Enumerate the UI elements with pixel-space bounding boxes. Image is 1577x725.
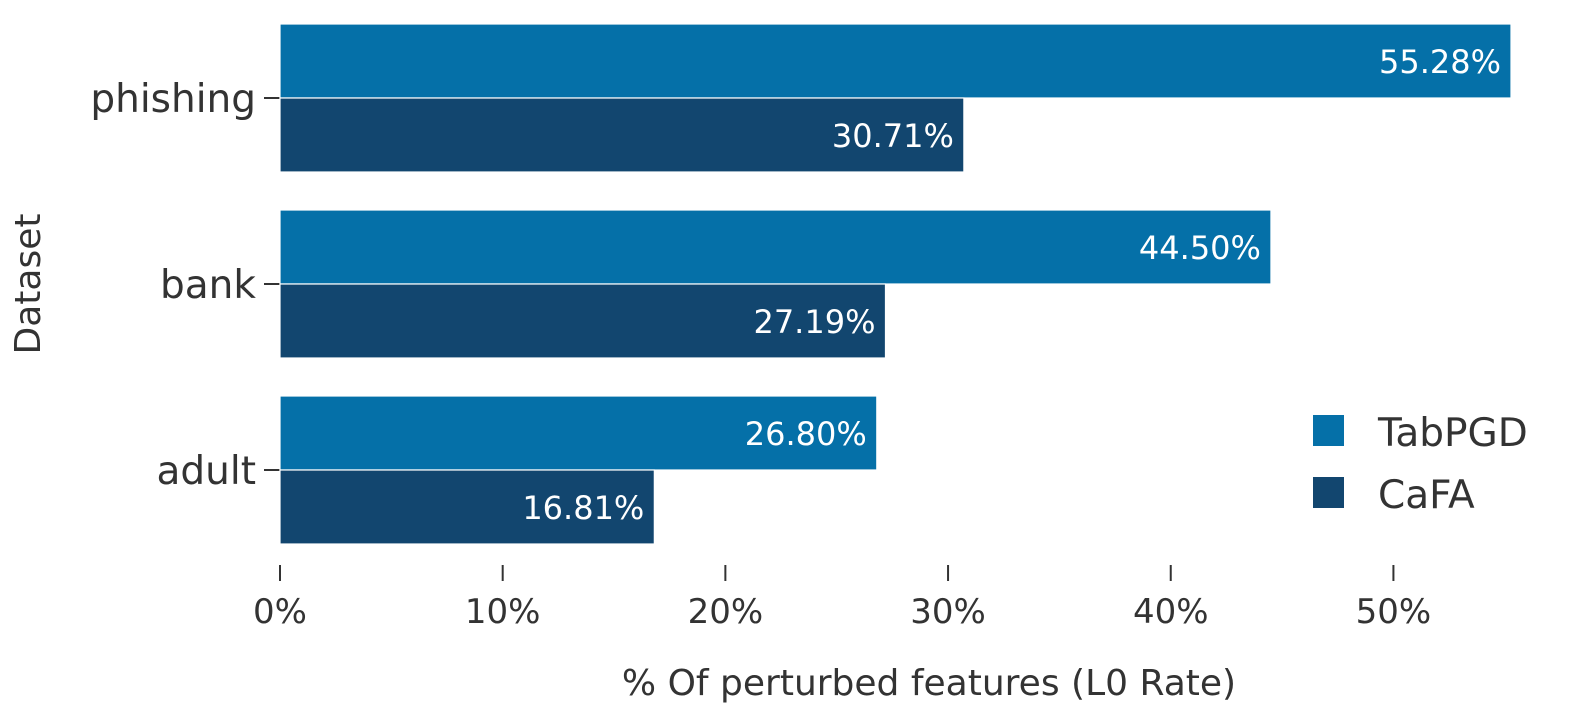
x-tick-label: 0% (253, 592, 307, 632)
x-tick-label: 20% (688, 592, 764, 632)
x-axis-label: % Of perturbed features (L0 Rate) (622, 663, 1236, 704)
legend: TabPGD CaFA (1313, 411, 1528, 518)
bar-bank-tabpgd (279, 209, 1272, 285)
x-tick-label: 50% (1356, 592, 1432, 632)
legend-swatch-cafa (1313, 477, 1344, 508)
bar-labels: 55.28% 30.71% 44.50% 27.19% 26.80% 16.81% (522, 43, 1501, 527)
legend-label-cafa: CaFA (1378, 473, 1475, 518)
bar-label-bank-cafa: 27.19% (753, 303, 875, 341)
y-axis: phishing bank adult (90, 77, 280, 494)
bar-label-phishing-tabpgd: 55.28% (1379, 43, 1501, 81)
bar-bank-cafa (279, 283, 887, 359)
y-tick-label-phishing: phishing (90, 77, 256, 122)
bar-label-adult-cafa: 16.81% (522, 489, 644, 527)
bar-label-phishing-cafa: 30.71% (832, 117, 954, 155)
legend-swatch-tabpgd (1313, 415, 1344, 446)
bar-phishing-tabpgd (279, 23, 1512, 99)
legend-label-tabpgd: TabPGD (1377, 411, 1528, 456)
x-tick-label: 30% (910, 592, 986, 632)
bar-label-bank-tabpgd: 44.50% (1139, 229, 1261, 267)
x-tick-label: 40% (1133, 592, 1209, 632)
bars (279, 23, 1512, 545)
y-axis-label: Dataset (8, 214, 49, 355)
y-tick-label-adult: adult (157, 449, 257, 494)
x-axis: 0% 10% 20% 30% 40% 50% (253, 565, 1431, 632)
bar-phishing-cafa (279, 97, 965, 173)
y-tick-label-bank: bank (160, 263, 256, 308)
bar-label-adult-tabpgd: 26.80% (745, 415, 867, 453)
bar-adult-cafa (279, 469, 655, 545)
x-tick-label: 10% (465, 592, 541, 632)
